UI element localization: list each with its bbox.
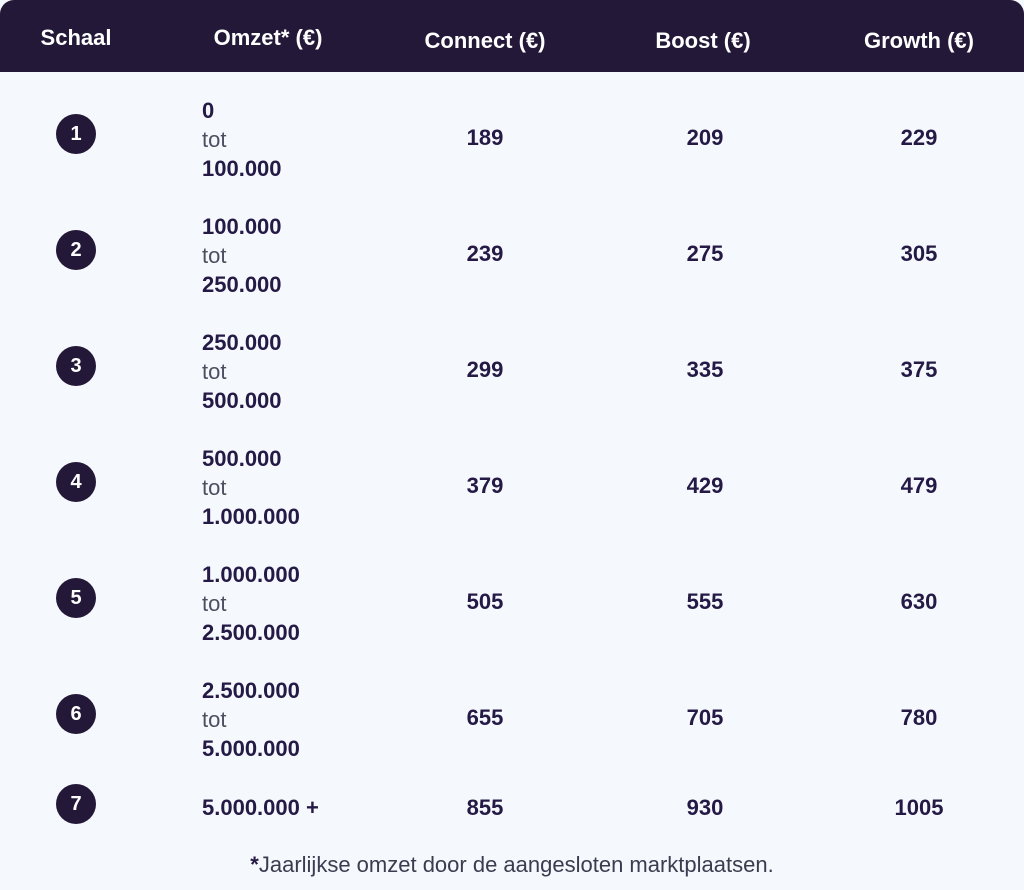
- range-from: 100.000: [202, 214, 282, 239]
- revenue-range: 250.000 tot 500.000: [202, 328, 282, 415]
- price-boost: 209: [686, 125, 724, 150]
- price-connect: 239: [466, 241, 504, 266]
- price-boost: 555: [686, 589, 724, 614]
- header-connect: Connect (€): [424, 28, 546, 53]
- revenue-range: 0 tot 100.000: [202, 96, 282, 183]
- scale-badge: 7: [56, 784, 96, 824]
- revenue-range: 500.000 tot 1.000.000: [202, 444, 300, 531]
- range-to: 250.000: [202, 272, 282, 297]
- scale-badge: 1: [56, 114, 96, 154]
- price-growth: 305: [900, 241, 938, 266]
- price-growth: 1005: [894, 795, 944, 820]
- header-revenue: Omzet* (€): [213, 25, 323, 50]
- price-growth: 479: [900, 473, 938, 498]
- header-growth: Growth (€): [864, 28, 974, 53]
- range-separator: tot: [202, 591, 227, 616]
- header-scale: Schaal: [40, 25, 112, 50]
- price-boost: 930: [686, 795, 724, 820]
- revenue-range: 2.500.000 tot 5.000.000: [202, 676, 300, 763]
- price-boost: 705: [686, 705, 724, 730]
- price-connect: 379: [466, 473, 504, 498]
- price-growth: 375: [900, 357, 938, 382]
- header-boost: Boost (€): [655, 28, 751, 53]
- range-from: 500.000: [202, 446, 282, 471]
- range-separator: tot: [202, 475, 227, 500]
- revenue-range: 1.000.000 tot 2.500.000: [202, 560, 300, 647]
- scale-badge: 6: [56, 694, 96, 734]
- footnote: *Jaarlijkse omzet door de aangesloten ma…: [0, 852, 1024, 878]
- range-from: 5.000.000 +: [202, 795, 319, 820]
- price-connect: 855: [466, 795, 504, 820]
- scale-badge: 4: [56, 462, 96, 502]
- range-separator: tot: [202, 359, 227, 384]
- price-connect: 505: [466, 589, 504, 614]
- range-separator: tot: [202, 127, 227, 152]
- price-boost: 275: [686, 241, 724, 266]
- price-connect: 189: [466, 125, 504, 150]
- pricing-table-body: 1 0 tot 100.000 189 209 229 2 100.000 to…: [0, 72, 1024, 890]
- range-to: 5.000.000: [202, 736, 300, 761]
- price-connect: 299: [466, 357, 504, 382]
- table-row: 5 1.000.000 tot 2.500.000 505 555 630: [0, 562, 1024, 678]
- range-from: 1.000.000: [202, 562, 300, 587]
- scale-badge: 5: [56, 578, 96, 618]
- range-from: 0: [202, 98, 215, 123]
- range-separator: tot: [202, 707, 227, 732]
- range-to: 500.000: [202, 388, 282, 413]
- range-from: 250.000: [202, 330, 282, 355]
- table-row: 4 500.000 tot 1.000.000 379 429 479: [0, 446, 1024, 562]
- table-header: Schaal Omzet* (€) Connect (€) Boost (€) …: [0, 0, 1024, 72]
- price-boost: 429: [686, 473, 724, 498]
- price-boost: 335: [686, 357, 724, 382]
- table-row: 3 250.000 tot 500.000 299 335 375: [0, 330, 1024, 446]
- revenue-range: 100.000 tot 250.000: [202, 212, 282, 299]
- revenue-range: 5.000.000 +: [202, 793, 319, 822]
- footnote-text: Jaarlijkse omzet door de aangesloten mar…: [258, 852, 774, 877]
- table-row: 1 0 tot 100.000 189 209 229: [0, 98, 1024, 214]
- footnote-asterisk: *: [250, 852, 259, 877]
- range-separator: tot: [202, 243, 227, 268]
- price-growth: 630: [900, 589, 938, 614]
- table-row: 2 100.000 tot 250.000 239 275 305: [0, 214, 1024, 330]
- scale-badge: 3: [56, 346, 96, 386]
- table-row: 7 5.000.000 + 855 930 1005: [0, 784, 1024, 844]
- range-to: 2.500.000: [202, 620, 300, 645]
- table-row: 6 2.500.000 tot 5.000.000 655 705 780: [0, 678, 1024, 794]
- price-growth: 229: [900, 125, 938, 150]
- range-to: 1.000.000: [202, 504, 300, 529]
- range-from: 2.500.000: [202, 678, 300, 703]
- price-growth: 780: [900, 705, 938, 730]
- price-connect: 655: [466, 705, 504, 730]
- range-to: 100.000: [202, 156, 282, 181]
- scale-badge: 2: [56, 230, 96, 270]
